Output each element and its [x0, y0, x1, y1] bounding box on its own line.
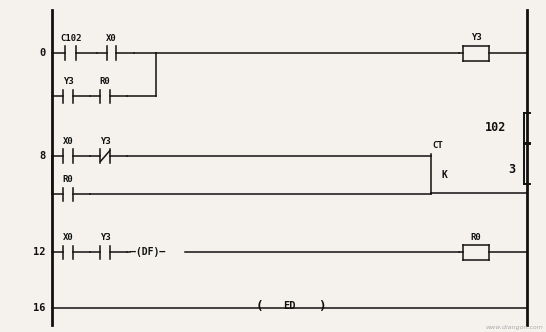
Text: CT: CT [432, 141, 443, 150]
Text: Y3: Y3 [100, 233, 110, 242]
Text: (: ( [256, 300, 263, 313]
Text: 8: 8 [39, 151, 45, 161]
Text: C102: C102 [60, 34, 81, 43]
Text: R0: R0 [100, 77, 110, 86]
Text: K: K [441, 170, 447, 180]
Text: R0: R0 [63, 175, 73, 184]
Text: 16: 16 [33, 303, 45, 313]
Text: X0: X0 [106, 34, 117, 43]
Text: www.diangon.com: www.diangon.com [485, 325, 543, 330]
Text: Y3: Y3 [100, 137, 110, 146]
Text: X0: X0 [63, 137, 73, 146]
Text: Y3: Y3 [471, 33, 482, 42]
Text: —(DF)—: —(DF)— [130, 247, 165, 257]
Text: ED: ED [283, 301, 295, 311]
Text: 12: 12 [33, 247, 45, 257]
Text: ): ) [318, 300, 326, 313]
Text: R0: R0 [471, 232, 482, 241]
Text: 3: 3 [508, 163, 515, 176]
Text: 0: 0 [39, 48, 45, 58]
Text: Y3: Y3 [63, 77, 73, 86]
Text: 102: 102 [485, 121, 506, 134]
Text: X0: X0 [63, 233, 73, 242]
